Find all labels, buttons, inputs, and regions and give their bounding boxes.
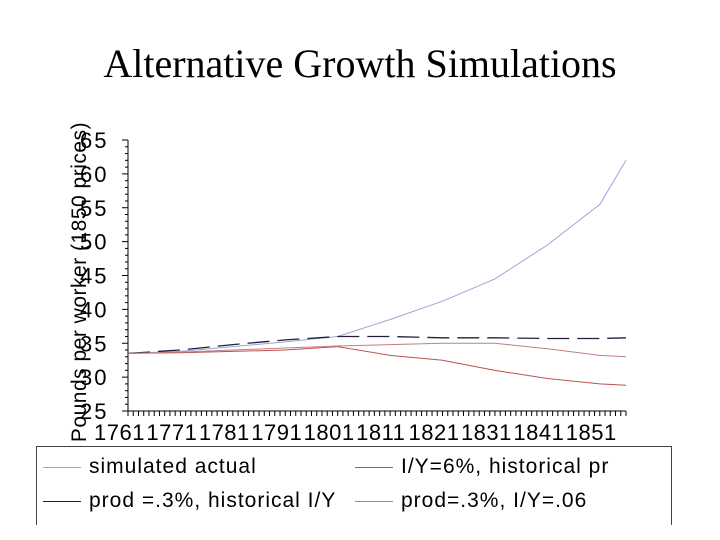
series-line-2: [127, 346, 627, 386]
y-tick-label: 35: [80, 331, 108, 356]
y-tick-labels: 25 30 35 40 45 50 55 60 65: [80, 128, 108, 424]
chart-legend: simulated actual I/Y=6%, historical pr p…: [36, 446, 672, 525]
y-tick-label: 30: [80, 365, 108, 390]
y-tick-label: 25: [80, 399, 108, 424]
x-tick-label: 1791: [251, 420, 302, 445]
y-tick-label: 45: [80, 264, 108, 289]
y-tick-label: 50: [80, 230, 108, 255]
legend-swatch: [355, 500, 393, 502]
y-tick-label: 60: [80, 162, 108, 187]
y-tick-label: 40: [80, 297, 108, 322]
x-axis: [127, 410, 627, 416]
legend-label: I/Y=6%, historical pr: [401, 455, 610, 478]
x-tick-label: 1841: [513, 420, 564, 445]
legend-item-prod-iy: prod=.3%, I/Y=.06: [355, 487, 587, 515]
y-tick-label: 65: [80, 128, 108, 153]
x-tick-label: 1821: [409, 420, 460, 445]
x-tick-label: 1781: [199, 420, 250, 445]
series-line-1: [127, 160, 627, 354]
legend-item-prod-historical: prod =.3%, historical I/Y: [43, 487, 336, 515]
x-tick-label: 1801: [304, 420, 355, 445]
legend-item-iy-6: I/Y=6%, historical pr: [355, 453, 609, 481]
y-tick-label: 55: [80, 196, 108, 221]
x-tick-label: 1851: [566, 420, 617, 445]
series-lines: [127, 160, 627, 386]
legend-label: prod =.3%, historical I/Y: [89, 489, 337, 512]
legend-label: prod=.3%, I/Y=.06: [401, 489, 588, 512]
x-tick-label: 1771: [146, 420, 197, 445]
x-tick-label: 1811: [356, 420, 405, 445]
x-tick-label: 1831: [461, 420, 512, 445]
x-tick-label: 1761: [94, 420, 145, 445]
y-axis-label: Pounds per worker (1850 prices): [68, 122, 91, 442]
legend-swatch: [355, 466, 393, 468]
legend-swatch: [43, 500, 81, 502]
legend-label: simulated actual: [89, 455, 257, 478]
legend-item-simulated-actual: simulated actual: [43, 453, 257, 481]
series-line-4: [127, 342, 627, 358]
legend-swatch: [43, 466, 81, 468]
chart-title: Alternative Growth Simulations: [103, 41, 617, 86]
series-line-3: [127, 335, 627, 355]
y-axis: [122, 139, 129, 412]
x-tick-labels: 1761 1771 1781 1791 1801 1811 1821 1831 1841 1851: [94, 420, 617, 445]
